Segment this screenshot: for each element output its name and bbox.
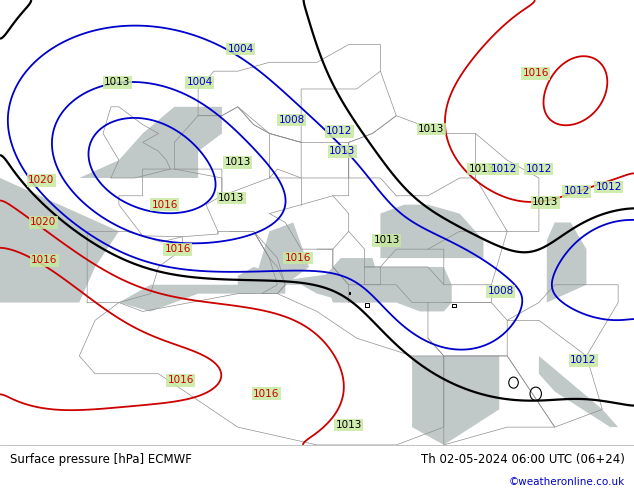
Polygon shape <box>254 222 309 285</box>
Text: 1012: 1012 <box>326 126 353 136</box>
Text: 1016: 1016 <box>152 199 178 210</box>
Polygon shape <box>238 267 285 294</box>
Polygon shape <box>119 267 451 312</box>
Text: 1012: 1012 <box>526 164 552 174</box>
Polygon shape <box>547 222 586 302</box>
Text: 1016: 1016 <box>285 253 311 263</box>
Text: 1020: 1020 <box>30 218 56 227</box>
Text: Th 02-05-2024 06:00 UTC (06+24): Th 02-05-2024 06:00 UTC (06+24) <box>420 453 624 466</box>
Text: 1012: 1012 <box>570 355 597 366</box>
Text: 1012: 1012 <box>491 164 517 174</box>
Text: 1013: 1013 <box>373 235 400 245</box>
Text: 1013: 1013 <box>218 193 245 203</box>
Text: 1016: 1016 <box>164 244 191 254</box>
Text: 1004: 1004 <box>228 44 254 54</box>
Text: 1008: 1008 <box>488 287 514 296</box>
Polygon shape <box>539 356 618 427</box>
Text: 1013: 1013 <box>469 164 495 174</box>
Text: 1012: 1012 <box>595 182 622 192</box>
Text: 1020: 1020 <box>28 175 55 185</box>
Text: 1016: 1016 <box>522 69 549 78</box>
Text: 1016: 1016 <box>167 375 194 386</box>
Text: 1016: 1016 <box>31 255 58 265</box>
Text: ©weatheronline.co.uk: ©weatheronline.co.uk <box>508 477 624 487</box>
Text: 1004: 1004 <box>186 77 213 87</box>
Text: Surface pressure [hPa] ECMWF: Surface pressure [hPa] ECMWF <box>10 453 191 466</box>
Text: 1013: 1013 <box>104 77 131 87</box>
Polygon shape <box>0 178 119 302</box>
Text: 1013: 1013 <box>418 124 444 134</box>
Polygon shape <box>412 356 500 445</box>
Text: 1013: 1013 <box>335 420 362 430</box>
Text: 1008: 1008 <box>278 115 305 125</box>
Text: 1012: 1012 <box>564 186 590 196</box>
Polygon shape <box>0 107 222 178</box>
Polygon shape <box>325 258 380 302</box>
Polygon shape <box>380 205 483 258</box>
Text: 1013: 1013 <box>329 147 356 156</box>
Text: 1013: 1013 <box>224 157 251 168</box>
Text: 1016: 1016 <box>253 389 280 399</box>
Text: 1013: 1013 <box>532 197 559 207</box>
